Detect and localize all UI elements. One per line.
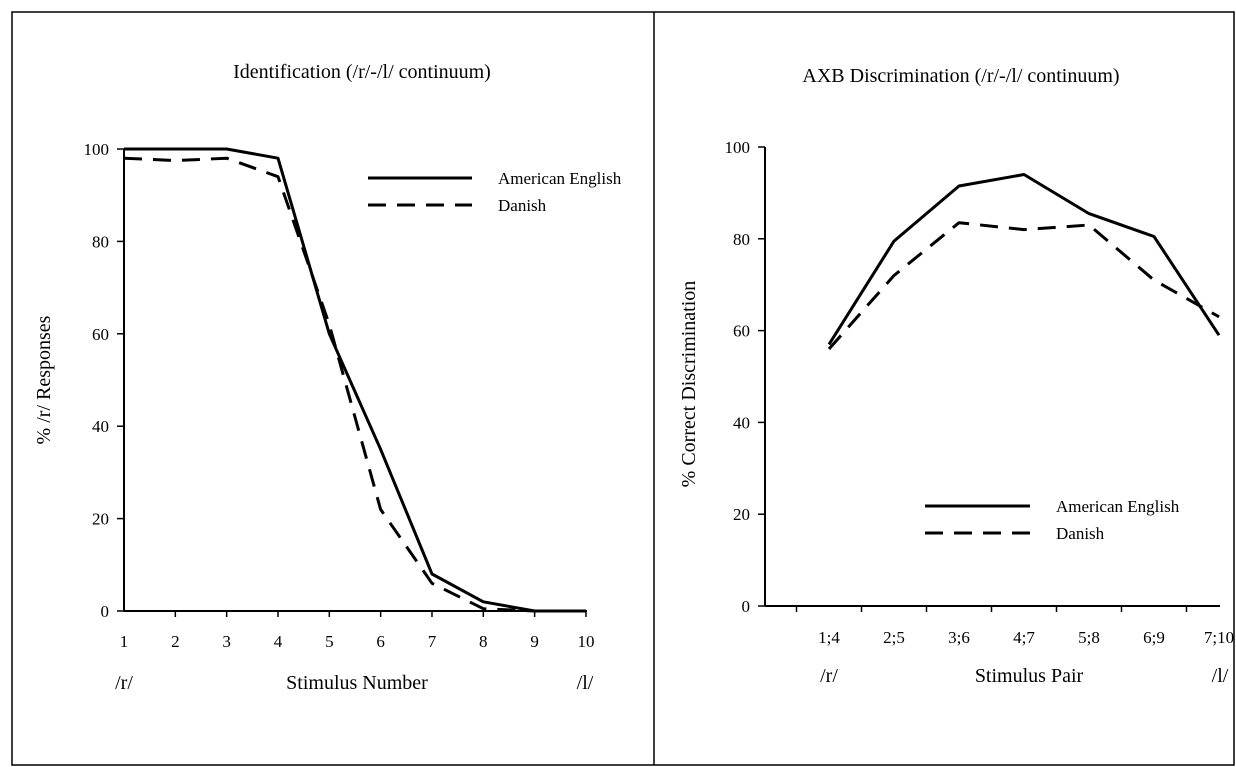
x-axis-end-label: /l/ (1212, 665, 1229, 687)
x-axis-label: Stimulus Pair (975, 665, 1084, 687)
x-tick-label: 7;10 (1204, 628, 1234, 647)
x-tick-label: 7 (428, 632, 437, 651)
y-tick-label: 0 (742, 597, 751, 616)
x-axis-start-label: /r/ (820, 665, 838, 687)
x-tick-label: 10 (577, 632, 594, 651)
y-tick-label: 40 (92, 417, 109, 436)
x-axis-label: Stimulus Number (286, 672, 428, 694)
x-axis-start-label: /r/ (115, 672, 133, 694)
y-tick-label: 20 (733, 505, 750, 524)
y-tick-label: 100 (84, 140, 110, 159)
y-axis-label: % /r/ Responses (33, 315, 55, 444)
y-axis-label: % Correct Discrimination (678, 281, 700, 488)
legend-label-danish: Danish (498, 196, 547, 215)
identification-chart: Identification (/r/-/l/ continuum) % /r/… (33, 61, 622, 694)
legend-label-american-english: American English (498, 169, 622, 188)
y-tick-label: 60 (733, 322, 750, 341)
y-tick-label: 60 (92, 325, 109, 344)
discrimination-chart: AXB Discrimination (/r/-/l/ continuum) %… (678, 65, 1234, 687)
x-tick-label: 4 (274, 632, 283, 651)
x-tick-label: 1 (120, 632, 129, 651)
legend-label-danish: Danish (1056, 524, 1105, 543)
x-tick-label: 3 (222, 632, 231, 651)
x-tick-label: 1;4 (818, 628, 840, 647)
x-tick-label: 3;6 (948, 628, 970, 647)
series-line-danish (827, 221, 1220, 350)
x-tick-label: 5;8 (1078, 628, 1100, 647)
x-tick-label: 9 (530, 632, 539, 651)
x-tick-label: 2 (171, 632, 180, 651)
x-tick-label: 6;9 (1143, 628, 1165, 647)
legend: American English Danish (368, 169, 622, 215)
legend-label-american-english: American English (1056, 497, 1180, 516)
x-tick-label: 2;5 (883, 628, 905, 647)
series-line-american-english (124, 147, 586, 613)
x-tick-label: 5 (325, 632, 334, 651)
figure-border (11, 11, 1235, 766)
series-line-american-english (827, 173, 1221, 346)
y-tick-label: 40 (733, 413, 750, 432)
y-tick-label: 100 (725, 138, 751, 157)
legend: American English Danish (925, 497, 1180, 543)
chart-title: AXB Discrimination (/r/-/l/ continuum) (802, 65, 1119, 87)
y-tick-label: 80 (733, 230, 750, 249)
series-line-danish (123, 156, 586, 613)
x-axis-end-label: /l/ (577, 672, 594, 694)
y-tick-label: 20 (92, 510, 109, 529)
x-tick-label: 6 (376, 632, 385, 651)
y-tick-label: 80 (92, 232, 109, 251)
x-tick-label: 8 (479, 632, 488, 651)
x-tick-label: 4;7 (1013, 628, 1035, 647)
y-tick-label: 0 (101, 602, 110, 621)
chart-title: Identification (/r/-/l/ continuum) (233, 61, 491, 83)
